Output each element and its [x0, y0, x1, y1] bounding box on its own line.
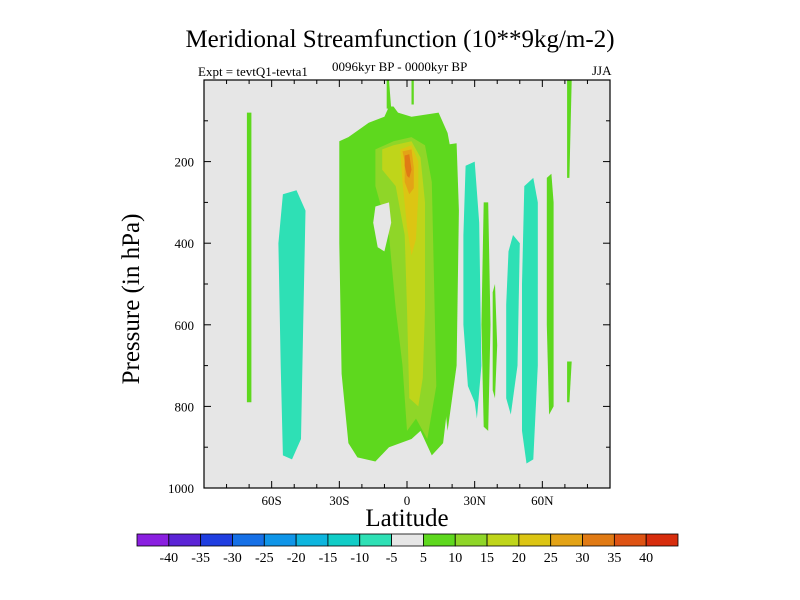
region-green-column-15N	[440, 143, 459, 431]
chart-subtitle: 0096kyr BP - 0000kyr BP	[332, 59, 468, 74]
colorbar-box	[645, 533, 679, 547]
colorbar: -40 -35 -30 -25 -20 -15 -10 -5 5 10 15 20 25 30 35 40	[136, 533, 679, 566]
colorbar-label: 20	[512, 551, 526, 566]
colorbar-box	[518, 533, 552, 547]
y-tick-label: 400	[175, 236, 195, 251]
region-cyan-cell-50S	[278, 190, 306, 460]
colorbar-label: 40	[639, 551, 653, 566]
colorbar-box	[454, 533, 488, 547]
colorbar-box	[582, 533, 615, 547]
colorbar-box	[295, 533, 329, 547]
colorbar-label: 35	[607, 551, 621, 566]
x-tick-label: 60S	[262, 493, 282, 508]
region-green-top-equator	[386, 80, 392, 109]
colorbar-label: 15	[480, 551, 494, 566]
region-green-column-36N	[481, 202, 491, 431]
colorbar-box	[613, 533, 647, 547]
region-green-band-58S	[246, 112, 252, 403]
x-tick-label: 30N	[463, 493, 486, 508]
colorbar-box	[550, 533, 583, 547]
colorbar-label: 10	[448, 551, 462, 566]
colorbar-label: -30	[223, 551, 242, 566]
colorbar-box	[391, 533, 424, 547]
region-cyan-cell-55N	[522, 177, 538, 464]
colorbar-label: -5	[386, 551, 398, 566]
colorbar-box	[232, 533, 265, 547]
colorbar-label: -10	[350, 551, 369, 566]
colorbar-box	[263, 533, 297, 547]
x-tick-label: 30S	[329, 493, 349, 508]
y-tick-label: 1000	[168, 481, 194, 496]
region-green-band-72N	[567, 80, 572, 178]
region-green-cell-63N	[546, 173, 554, 415]
experiment-label: Expt = tevtQ1-tevta1	[198, 64, 308, 79]
region-green-cell-38N	[492, 284, 498, 399]
colorbar-box	[136, 533, 170, 547]
colorbar-label: -15	[319, 551, 338, 566]
region-cyan-cell-28N	[463, 161, 482, 419]
region-green-top-equator-2	[411, 80, 414, 105]
colorbar-label: -40	[159, 551, 178, 566]
contour-regions	[204, 80, 610, 488]
colorbar-box	[423, 533, 456, 547]
region-green-band-72N-low	[567, 361, 572, 403]
axes: 200 400 600 800 1000 60S 30S 0 30N 60N	[168, 79, 611, 508]
colorbar-box	[200, 533, 233, 547]
region-cyan-cell-45N	[506, 235, 520, 415]
colorbar-label: 30	[576, 551, 590, 566]
region-dark-orange-core	[404, 154, 412, 178]
colorbar-box	[168, 533, 202, 547]
colorbar-box	[486, 533, 520, 547]
x-tick-label: 60N	[531, 493, 554, 508]
region-gray-hole	[373, 202, 392, 252]
colorbar-label: 5	[420, 551, 427, 566]
colorbar-label: -25	[255, 551, 274, 566]
y-tick-label: 600	[175, 318, 195, 333]
x-axis-label: Latitude	[365, 505, 449, 532]
colorbar-box	[359, 533, 392, 547]
x-tick-label: 0	[404, 493, 411, 508]
colorbar-box	[327, 533, 361, 547]
chart-title: Meridional Streamfunction (10**9kg/m-2)	[185, 26, 615, 53]
y-tick-label: 800	[175, 399, 195, 414]
y-tick-label: 200	[175, 155, 195, 170]
colorbar-label: 25	[544, 551, 558, 566]
season-label: JJA	[592, 63, 612, 78]
colorbar-label: -20	[287, 551, 306, 566]
colorbar-label: -35	[191, 551, 210, 566]
